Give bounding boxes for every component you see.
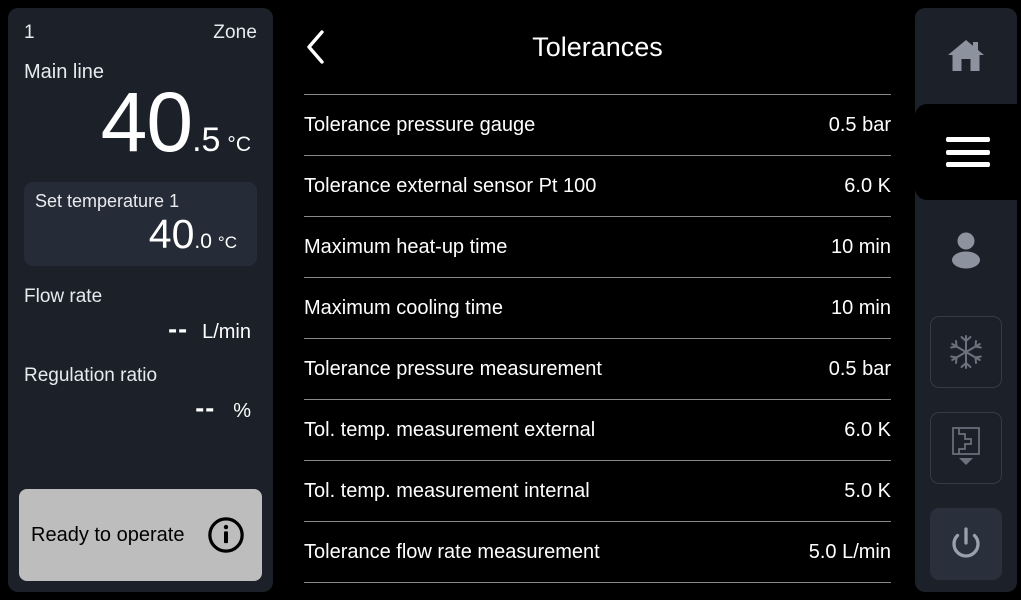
row-label: Tol. temp. measurement internal — [304, 479, 590, 502]
status-bar[interactable]: Ready to operate — [19, 489, 262, 581]
rail-button-layout[interactable] — [915, 400, 1017, 496]
flow-rate-unit: L/min — [202, 321, 251, 343]
row-value: 10 min — [830, 296, 891, 319]
table-row[interactable]: Tolerance flow rate measurement 5.0 L/mi… — [304, 521, 891, 582]
page-title: Tolerances — [532, 31, 663, 62]
table-row[interactable]: Maximum cooling time 10 min — [304, 277, 891, 338]
zone-header: 1 Zone — [24, 22, 257, 44]
flow-rate-value-row: -- L/min — [24, 314, 257, 345]
row-label: Maximum heat-up time — [304, 235, 508, 258]
actual-temperature-unit: °C — [227, 133, 251, 156]
power-icon — [952, 527, 980, 558]
power-button-box — [930, 508, 1002, 580]
regulation-ratio-metric: Regulation ratio -- % — [24, 365, 257, 424]
row-label: Tolerance pressure measurement — [304, 357, 602, 380]
table-row[interactable]: Tolerance pressure measurement 0.5 bar — [304, 338, 891, 399]
cooling-button-box — [930, 316, 1002, 388]
row-value: 0.5 bar — [828, 357, 891, 380]
zone-label: Zone — [213, 22, 257, 43]
left-status-panel: 1 Zone Main line 40.5 °C Set temperature … — [0, 0, 280, 600]
flow-rate-metric: Flow rate -- L/min — [24, 286, 257, 345]
row-label: Tolerance pressure gauge — [304, 113, 536, 136]
set-temperature-label: Set temperature 1 — [35, 191, 180, 211]
actual-temperature-display: 40.5 °C — [24, 80, 257, 164]
rail-button-home[interactable] — [915, 8, 1017, 104]
snowflake-icon — [950, 335, 982, 369]
page-header: Tolerances — [280, 0, 915, 94]
set-temperature-unit: °C — [217, 233, 237, 252]
info-icon[interactable] — [207, 516, 245, 554]
rail-inner — [915, 8, 1021, 592]
table-row[interactable]: Tolerance pressure gauge 0.5 bar — [304, 94, 891, 155]
set-temperature-value: 40.0 °C — [35, 214, 243, 255]
row-value: 10 min — [830, 235, 891, 258]
table-row[interactable]: Tol. temp. measurement internal 5.0 K — [304, 460, 891, 521]
row-value: 5.0 K — [844, 479, 891, 502]
set-temperature-integer: 40 — [148, 211, 195, 257]
row-label: Tolerance external sensor Pt 100 — [304, 174, 597, 197]
row-label: Tol. temp. measurement external — [304, 418, 596, 441]
regulation-ratio-label: Regulation ratio — [24, 365, 158, 386]
home-icon — [948, 40, 984, 71]
rail-button-menu[interactable] — [915, 104, 1021, 200]
flow-rate-label: Flow rate — [24, 286, 103, 307]
flow-rate-value: -- — [168, 314, 189, 344]
status-text: Ready to operate — [31, 523, 185, 546]
set-temperature-card[interactable]: Set temperature 1 40.0 °C — [24, 182, 257, 266]
table-row[interactable]: Maximum heat-up time 10 min — [304, 216, 891, 277]
chevron-left-icon — [307, 30, 324, 64]
regulation-ratio-value: -- — [195, 393, 216, 423]
row-value: 6.0 K — [844, 174, 891, 197]
circuit-label: Main line — [24, 61, 105, 83]
row-value: 6.0 K — [844, 418, 891, 441]
row-value: 0.5 bar — [828, 113, 891, 136]
schematic-icon — [952, 427, 980, 465]
actual-temperature-integer: 40 — [100, 75, 193, 169]
left-panel-inner: 1 Zone Main line 40.5 °C Set temperature … — [8, 8, 273, 592]
right-navigation-rail — [915, 0, 1021, 600]
user-icon — [952, 232, 980, 269]
regulation-ratio-unit: % — [233, 400, 251, 422]
set-temperature-decimal: .0 — [194, 230, 212, 253]
rail-button-power[interactable] — [915, 496, 1017, 592]
row-label: Maximum cooling time — [304, 296, 503, 319]
regulation-ratio-value-row: -- % — [24, 393, 257, 424]
table-row-partial[interactable] — [304, 582, 891, 600]
tolerances-list[interactable]: Tolerance pressure gauge 0.5 bar Toleran… — [280, 94, 915, 600]
rail-button-user[interactable] — [915, 200, 1017, 296]
layout-button-box — [930, 412, 1002, 484]
zone-number: 1 — [24, 22, 35, 43]
back-button[interactable] — [294, 25, 338, 69]
main-content: Tolerances Tolerance pressure gauge 0.5 … — [280, 0, 915, 600]
hamburger-menu-icon — [946, 137, 990, 167]
rail-button-cooling[interactable] — [915, 304, 1017, 400]
table-row[interactable]: Tol. temp. measurement external 6.0 K — [304, 399, 891, 460]
row-value: 5.0 L/min — [808, 540, 891, 563]
row-label: Tolerance flow rate measurement — [304, 540, 600, 563]
table-row[interactable]: Tolerance external sensor Pt 100 6.0 K — [304, 155, 891, 216]
actual-temperature-decimal: .5 — [192, 121, 221, 159]
